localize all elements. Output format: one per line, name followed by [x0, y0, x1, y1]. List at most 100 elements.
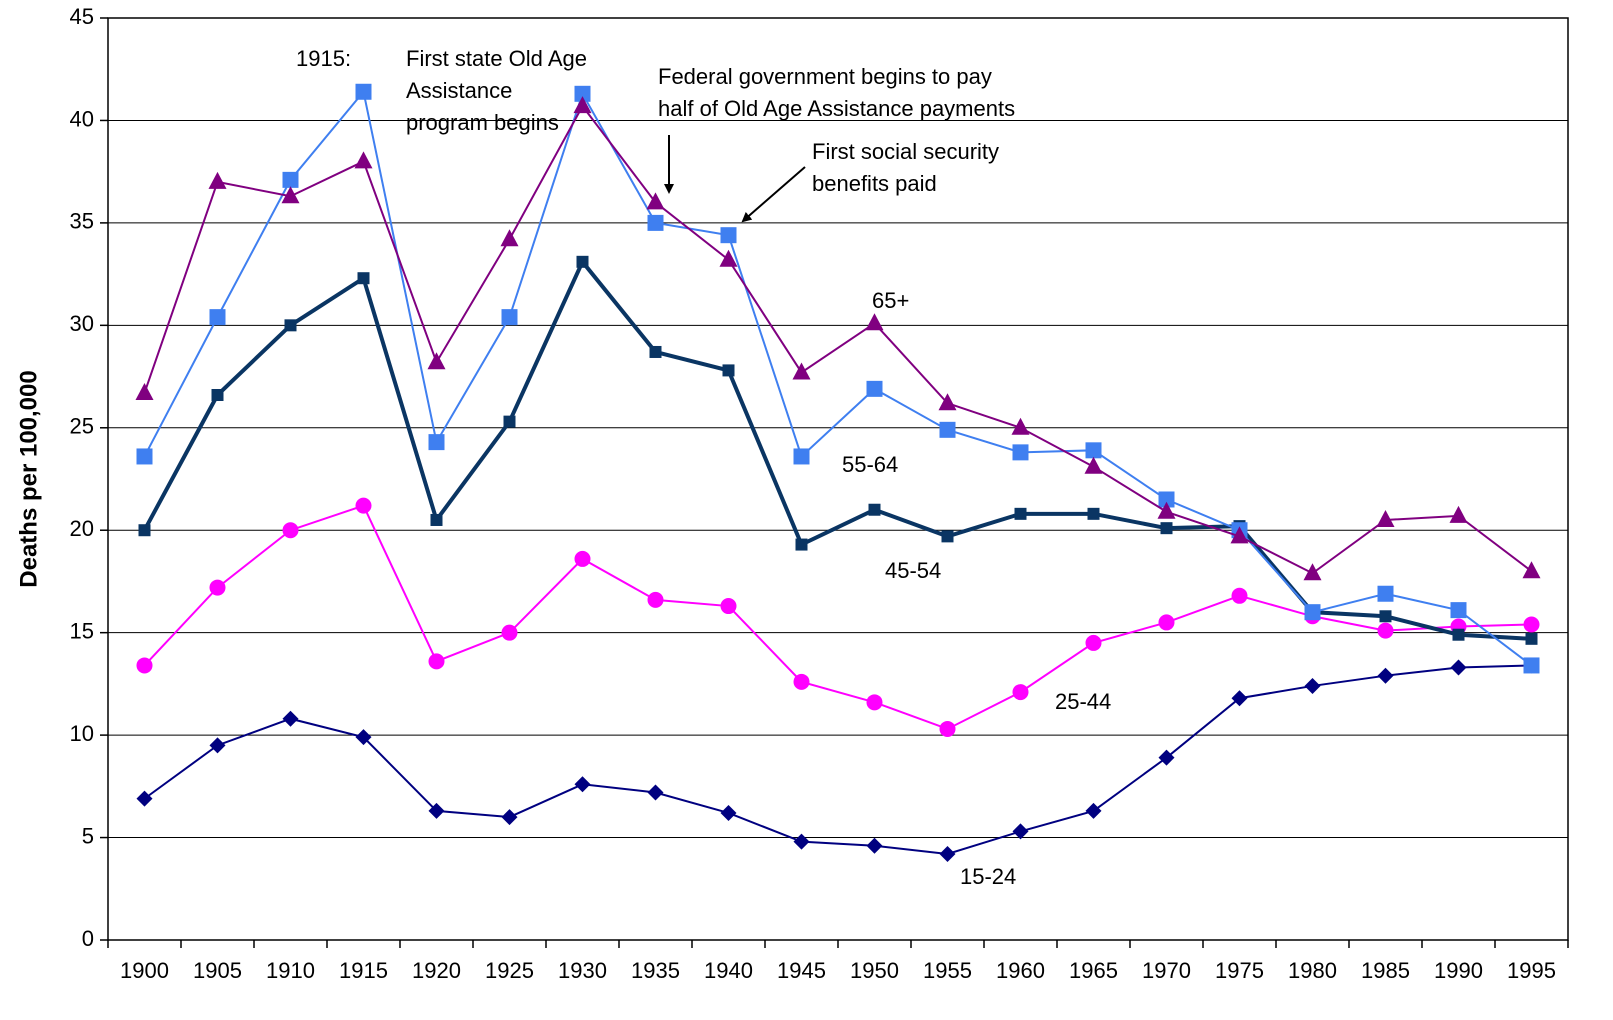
marker [1158, 614, 1175, 631]
marker [792, 362, 811, 380]
marker [355, 83, 372, 100]
marker [573, 96, 592, 114]
marker [1158, 491, 1175, 508]
series-line [143, 504, 1532, 731]
marker [1377, 622, 1394, 639]
x-tick-label: 1940 [704, 958, 753, 983]
marker [1452, 628, 1465, 641]
series [136, 497, 1540, 737]
marker [211, 388, 224, 401]
marker [138, 524, 151, 537]
x-tick-label: 1900 [120, 958, 169, 983]
annotation: Assistance [406, 78, 512, 103]
marker [136, 657, 153, 674]
marker [1011, 417, 1030, 435]
marker [1304, 677, 1321, 694]
marker [208, 171, 227, 189]
series-label: 65+ [872, 288, 909, 313]
marker [1012, 444, 1029, 461]
marker [1377, 585, 1394, 602]
annotation: benefits paid [812, 171, 937, 196]
marker [576, 255, 589, 268]
x-tick-label: 1905 [193, 958, 242, 983]
marker [501, 309, 518, 326]
marker [720, 227, 737, 244]
marker [1379, 610, 1392, 623]
marker [1525, 632, 1538, 645]
y-tick-label: 30 [70, 311, 94, 336]
marker [1012, 684, 1029, 701]
series-label: 55-64 [842, 452, 898, 477]
x-tick-label: 1975 [1215, 958, 1264, 983]
marker [1522, 561, 1541, 579]
series-line [143, 89, 1533, 667]
marker [135, 382, 154, 400]
x-tick-label: 1965 [1069, 958, 1118, 983]
x-tick-label: 1935 [631, 958, 680, 983]
marker [1014, 507, 1027, 520]
marker [1085, 442, 1102, 459]
marker [941, 530, 954, 543]
series-label: 25-44 [1055, 689, 1111, 714]
x-tick-label: 1995 [1507, 958, 1556, 983]
x-tick-label: 1915 [339, 958, 388, 983]
marker [866, 694, 883, 711]
y-tick-label: 15 [70, 618, 94, 643]
marker [939, 720, 956, 737]
marker [428, 802, 445, 819]
marker [793, 448, 810, 465]
marker [428, 653, 445, 670]
annotation: First state Old Age [406, 46, 587, 71]
marker [136, 790, 153, 807]
marker [1449, 505, 1468, 523]
y-tick-label: 35 [70, 209, 94, 234]
marker [430, 513, 443, 526]
y-tick-label: 20 [70, 516, 94, 541]
marker [209, 579, 226, 596]
marker [939, 845, 956, 862]
marker [355, 729, 372, 746]
marker [355, 497, 372, 514]
marker [1376, 509, 1395, 527]
annotation: half of Old Age Assistance payments [658, 96, 1015, 121]
marker [1230, 526, 1249, 544]
marker [720, 598, 737, 615]
marker [1304, 604, 1321, 621]
marker [1085, 802, 1102, 819]
marker [1231, 690, 1248, 707]
marker [357, 272, 370, 285]
y-axis-label: Deaths per 100,000 [15, 370, 42, 587]
marker [282, 710, 299, 727]
marker [1087, 507, 1100, 520]
marker [938, 393, 957, 411]
x-tick-label: 1980 [1288, 958, 1337, 983]
marker [281, 186, 300, 204]
marker [866, 380, 883, 397]
y-tick-label: 0 [82, 926, 94, 951]
x-tick-label: 1950 [850, 958, 899, 983]
marker [1084, 456, 1103, 474]
marker [136, 448, 153, 465]
x-tick-label: 1970 [1142, 958, 1191, 983]
x-tick-label: 1955 [923, 958, 972, 983]
y-tick-label: 45 [70, 4, 94, 29]
marker [354, 151, 373, 169]
marker [647, 784, 664, 801]
marker [647, 214, 664, 231]
marker [647, 591, 664, 608]
marker [868, 503, 881, 516]
series-label: 15-24 [960, 864, 1016, 889]
marker [574, 550, 591, 567]
x-tick-label: 1990 [1434, 958, 1483, 983]
annotation-arrow [741, 166, 806, 223]
marker [722, 364, 735, 377]
marker [500, 229, 519, 247]
x-tick-label: 1920 [412, 958, 461, 983]
marker [795, 538, 808, 551]
marker [646, 192, 665, 210]
x-tick-label: 1960 [996, 958, 1045, 983]
x-tick-label: 1925 [485, 958, 534, 983]
y-tick-label: 40 [70, 106, 94, 131]
marker [282, 522, 299, 539]
